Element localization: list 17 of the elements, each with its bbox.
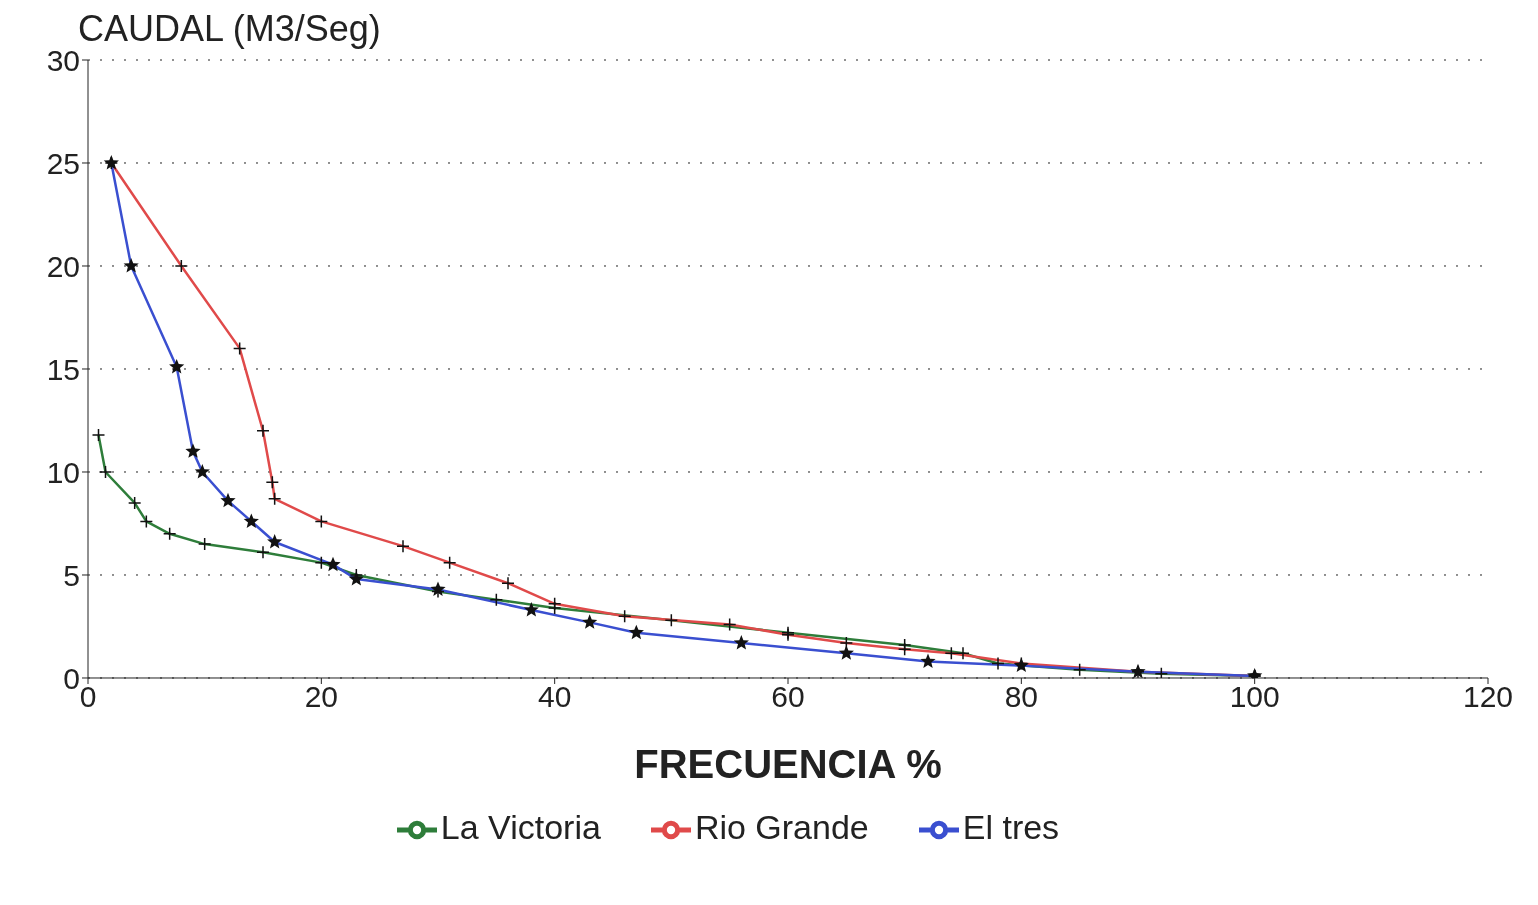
x-tick-label: 80 (1004, 680, 1039, 714)
y-axis-title: CAUDAL (M3/Seg) (78, 8, 382, 50)
legend-label: El tres (962, 807, 1060, 846)
x-tick-label: 20 (304, 680, 339, 714)
x-axis-title: FRECUENCIA % (634, 741, 942, 786)
y-tick-label: 15 (46, 352, 80, 386)
legend-label: Rio Grande (694, 807, 869, 846)
x-tick-label: 120 (1462, 680, 1514, 714)
x-tick-label: 100 (1229, 680, 1280, 714)
y-tick-label: 30 (46, 43, 80, 77)
x-tick-label: 60 (771, 680, 805, 714)
y-tick-label: 10 (46, 455, 80, 489)
legend-label: La Victoria (440, 807, 601, 846)
y-tick-label: 20 (46, 249, 80, 283)
y-tick-label: 25 (46, 146, 80, 180)
y-tick-label: 5 (63, 558, 80, 592)
x-tick-label: 40 (537, 680, 572, 714)
